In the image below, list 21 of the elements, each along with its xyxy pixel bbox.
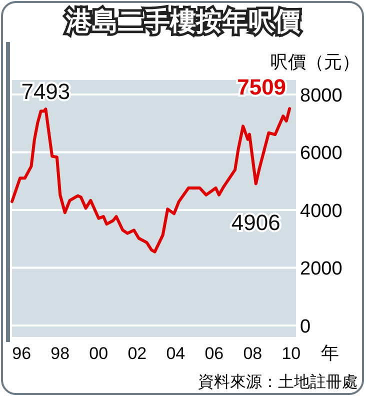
y-tick-label: 8000 bbox=[300, 85, 342, 106]
source-note: 資料來源：土地註冊處 bbox=[198, 373, 358, 391]
x-tick-label: 98 bbox=[50, 344, 70, 363]
x-tick-label: 02 bbox=[128, 344, 147, 363]
x-tick-label: 00 bbox=[89, 344, 108, 363]
x-tick-label: 06 bbox=[204, 344, 224, 363]
x-tick-label: 10 bbox=[282, 344, 301, 363]
y-axis-title: 呎價（元） bbox=[270, 52, 360, 72]
chart-title: 港島二手樓按年呎價 bbox=[65, 6, 301, 36]
x-tick-label: 08 bbox=[243, 344, 262, 363]
y-tick-label: 4000 bbox=[300, 200, 342, 222]
x-tick-label: 04 bbox=[166, 344, 186, 363]
y-tick-label: 2000 bbox=[300, 258, 342, 280]
x-tick-label: 96 bbox=[12, 344, 32, 363]
x-axis-title: 年 bbox=[321, 343, 339, 363]
y-tick-label: 0 bbox=[300, 316, 311, 338]
annotation: 7509 bbox=[237, 74, 286, 100]
line-series bbox=[10, 107, 292, 254]
annotation: 7493 bbox=[21, 79, 70, 104]
annotation: 4906 bbox=[231, 210, 280, 235]
y-tick-label: 6000 bbox=[300, 143, 342, 164]
